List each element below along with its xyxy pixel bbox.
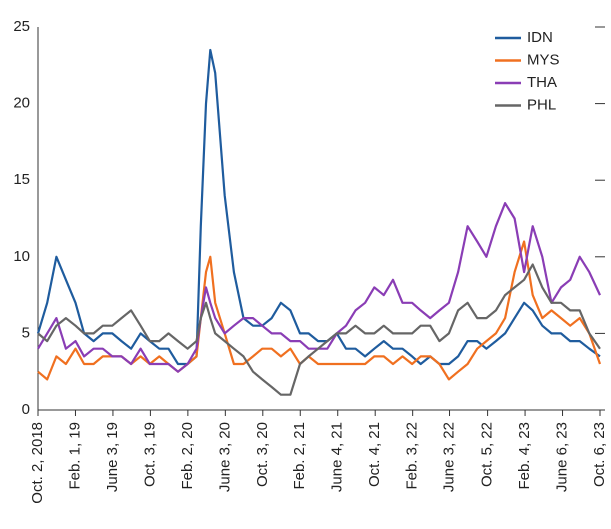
x-tick-label: Oct. 6, 23 xyxy=(591,422,608,487)
legend-label: THA xyxy=(527,74,557,91)
y-tick-label: 25 xyxy=(13,18,30,35)
legend-label: IDN xyxy=(527,29,553,46)
series-line xyxy=(37,202,601,373)
x-tick-label: June 3, 22 xyxy=(440,422,457,492)
y-tick-label: 15 xyxy=(13,171,30,188)
series-line xyxy=(37,263,601,396)
x-tick-label: Feb. 2, 21 xyxy=(291,422,308,490)
x-tick-label: June 6, 23 xyxy=(554,422,571,492)
y-tick-label: 5 xyxy=(22,324,30,341)
x-tick-label: Feb. 4, 23 xyxy=(516,422,533,490)
x-tick-label: Oct. 2, 2018 xyxy=(29,422,46,504)
legend-label: PHL xyxy=(527,96,556,113)
x-tick-label: Oct. 5, 22 xyxy=(479,422,496,487)
x-tick-label: Oct. 4, 21 xyxy=(366,422,383,487)
x-tick-label: Oct. 3, 20 xyxy=(254,422,271,487)
y-tick-label: 20 xyxy=(13,95,30,112)
series-line xyxy=(37,240,602,381)
series-line xyxy=(36,48,601,366)
x-tick-label: June 4, 21 xyxy=(329,422,346,492)
y-tick-label: 0 xyxy=(22,401,30,418)
x-tick-label: Feb. 1, 19 xyxy=(66,422,83,490)
x-tick-label: June 3, 19 xyxy=(104,422,121,492)
x-tick-label: Feb. 3, 22 xyxy=(404,422,421,490)
x-tick-label: June 3, 20 xyxy=(216,422,233,492)
legend-label: MYS xyxy=(527,51,560,68)
y-tick-label: 10 xyxy=(13,248,30,265)
x-tick-label: Feb. 2, 20 xyxy=(179,422,196,490)
x-tick-label: Oct. 3, 19 xyxy=(141,422,158,487)
